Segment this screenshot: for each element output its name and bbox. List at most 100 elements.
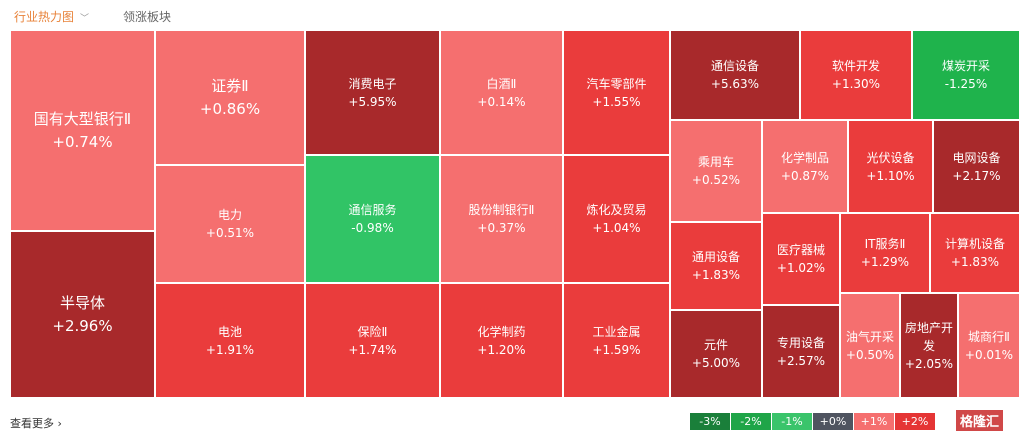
tile-sector[interactable]: 保险Ⅱ +1.74% [305,283,440,398]
tile-sector[interactable]: 城商行Ⅱ +0.01% [958,293,1020,398]
tile-sector[interactable]: 汽车零部件 +1.55% [563,30,670,155]
sector-change: +0.51% [205,226,255,240]
sector-name: 国有大型银行Ⅱ [33,110,132,128]
tile-sector[interactable]: 证券Ⅱ +0.86% [155,30,305,165]
sector-change: +0.37% [477,221,526,235]
tab-bar: 行业热力图 ﹀ 领涨板块 [14,8,171,25]
tile-sector[interactable]: 专用设备 +2.57% [762,305,840,398]
tile-sector[interactable]: IT服务Ⅱ +1.29% [840,213,930,293]
tab-label: 行业热力图 [14,10,75,24]
color-legend: -3% -2% -1% +0% +1% +2% [690,413,936,430]
tile-sector[interactable]: 通信设备 +5.63% [670,30,800,120]
tile-sector[interactable]: 乘用车 +0.52% [670,120,762,222]
sector-change: +1.02% [776,261,826,275]
tab-leading-sectors[interactable]: 领涨板块 [123,10,172,24]
sector-change: +1.83% [950,255,1000,269]
tile-sector[interactable]: 通信服务 -0.98% [305,155,440,283]
sector-change: +0.14% [477,94,526,109]
tile-sector[interactable]: 电池 +1.91% [155,283,305,398]
sector-name: 电力 [217,208,242,222]
tile-sector[interactable]: 光伏设备 +1.10% [848,120,933,213]
sector-change: +0.86% [199,99,261,118]
sector-change: +1.04% [592,221,641,235]
sector-change: +5.00% [691,356,741,370]
sector-name: 汽车零部件 [586,76,647,91]
sector-change: +0.01% [964,347,1014,362]
sector-name: 股份制银行Ⅱ [468,203,535,217]
tile-sector[interactable]: 电力 +0.51% [155,165,305,283]
tile-sector[interactable]: 元件 +5.00% [670,310,762,398]
tile-sector[interactable]: 白酒Ⅱ +0.14% [440,30,563,155]
sector-change: +1.59% [592,342,641,357]
sector-change: +1.91% [205,342,255,357]
tile-sector[interactable]: 软件开发 +1.30% [800,30,912,120]
legend-swatch: -1% [772,413,813,430]
tile-sector[interactable]: 房地产开发 +2.05% [900,293,958,398]
sector-change: +1.30% [831,77,881,91]
sector-change: +1.29% [860,255,910,269]
sector-name: 通用设备 [691,250,740,264]
sector-change: +5.95% [348,94,397,109]
sector-change: +2.17% [952,168,1001,183]
legend-swatch: +2% [895,413,936,430]
tile-sector[interactable]: 通用设备 +1.83% [670,222,762,310]
tile-sector[interactable]: 化学制品 +0.87% [762,120,848,213]
sector-change: +2.96% [52,316,113,335]
tile-sector[interactable]: 计算机设备 +1.83% [930,213,1020,293]
sector-change: +2.57% [776,353,826,368]
sector-name: 电网设备 [952,150,1001,165]
sector-name: 半导体 [59,294,105,312]
sector-change: +1.20% [477,342,526,357]
sector-change: +1.74% [348,342,397,357]
sector-name: 专用设备 [776,335,825,350]
sector-name: 光伏设备 [866,150,915,165]
sector-name: 通信服务 [348,203,397,217]
sector-name: 医疗器械 [776,243,825,257]
sector-name: 化学制品 [780,150,829,165]
sector-name: 计算机设备 [944,237,1005,251]
sector-name: 炼化及贸易 [586,203,647,217]
sector-change: -0.98% [351,221,394,235]
tile-sector[interactable]: 国有大型银行Ⅱ +0.74% [10,30,155,231]
sector-name: 工业金属 [592,324,641,339]
sector-change: +0.87% [780,168,830,183]
tile-sector[interactable]: 炼化及贸易 +1.04% [563,155,670,283]
sector-name: 油气开采 [845,329,894,344]
sector-name: 煤炭开采 [941,59,990,73]
tile-sector[interactable]: 煤炭开采 -1.25% [912,30,1020,120]
treemap: 国有大型银行Ⅱ +0.74% 半导体 +2.96% 证券Ⅱ +0.86% 电力 +0.51% 电… [10,30,1020,398]
sector-name: 软件开发 [831,59,880,73]
sector-name: 电池 [217,324,242,339]
sector-change: +1.83% [691,268,741,282]
sector-name: IT服务Ⅱ [864,237,906,251]
legend-swatch: +1% [854,413,895,430]
tile-sector[interactable]: 股份制银行Ⅱ +0.37% [440,155,563,283]
sector-name: 白酒Ⅱ [486,76,517,91]
sector-name: 化学制药 [477,324,526,339]
sector-change: +0.50% [845,347,895,362]
sector-name: 消费电子 [348,76,397,91]
sector-change: +2.05% [904,356,954,371]
sector-name: 证券Ⅱ [211,77,249,95]
sector-name: 城商行Ⅱ [968,329,1010,344]
legend-swatch: -3% [690,413,731,430]
sector-change: +5.63% [710,77,760,91]
sector-change: +0.74% [52,132,113,151]
sector-name: 元件 [703,338,728,352]
legend-swatch: +0% [813,413,854,430]
watermark-logo: 格隆汇 [956,410,1004,431]
tile-sector[interactable]: 油气开采 +0.50% [840,293,900,398]
tile-sector[interactable]: 医疗器械 +1.02% [762,213,840,305]
sector-change: -1.25% [944,77,988,91]
sector-name: 保险Ⅱ [357,324,388,339]
tile-sector[interactable]: 化学制药 +1.20% [440,283,563,398]
view-more-link[interactable]: 查看更多 › [10,417,62,430]
tab-industry-heatmap[interactable]: 行业热力图 ﹀ [14,8,89,25]
sector-change: +1.55% [592,94,641,109]
legend-swatch: -2% [731,413,772,430]
tile-sector[interactable]: 工业金属 +1.59% [563,283,670,398]
tile-sector[interactable]: 电网设备 +2.17% [933,120,1020,213]
tile-sector[interactable]: 半导体 +2.96% [10,231,155,398]
tile-sector[interactable]: 消费电子 +5.95% [305,30,440,155]
sector-name: 通信设备 [710,59,759,73]
